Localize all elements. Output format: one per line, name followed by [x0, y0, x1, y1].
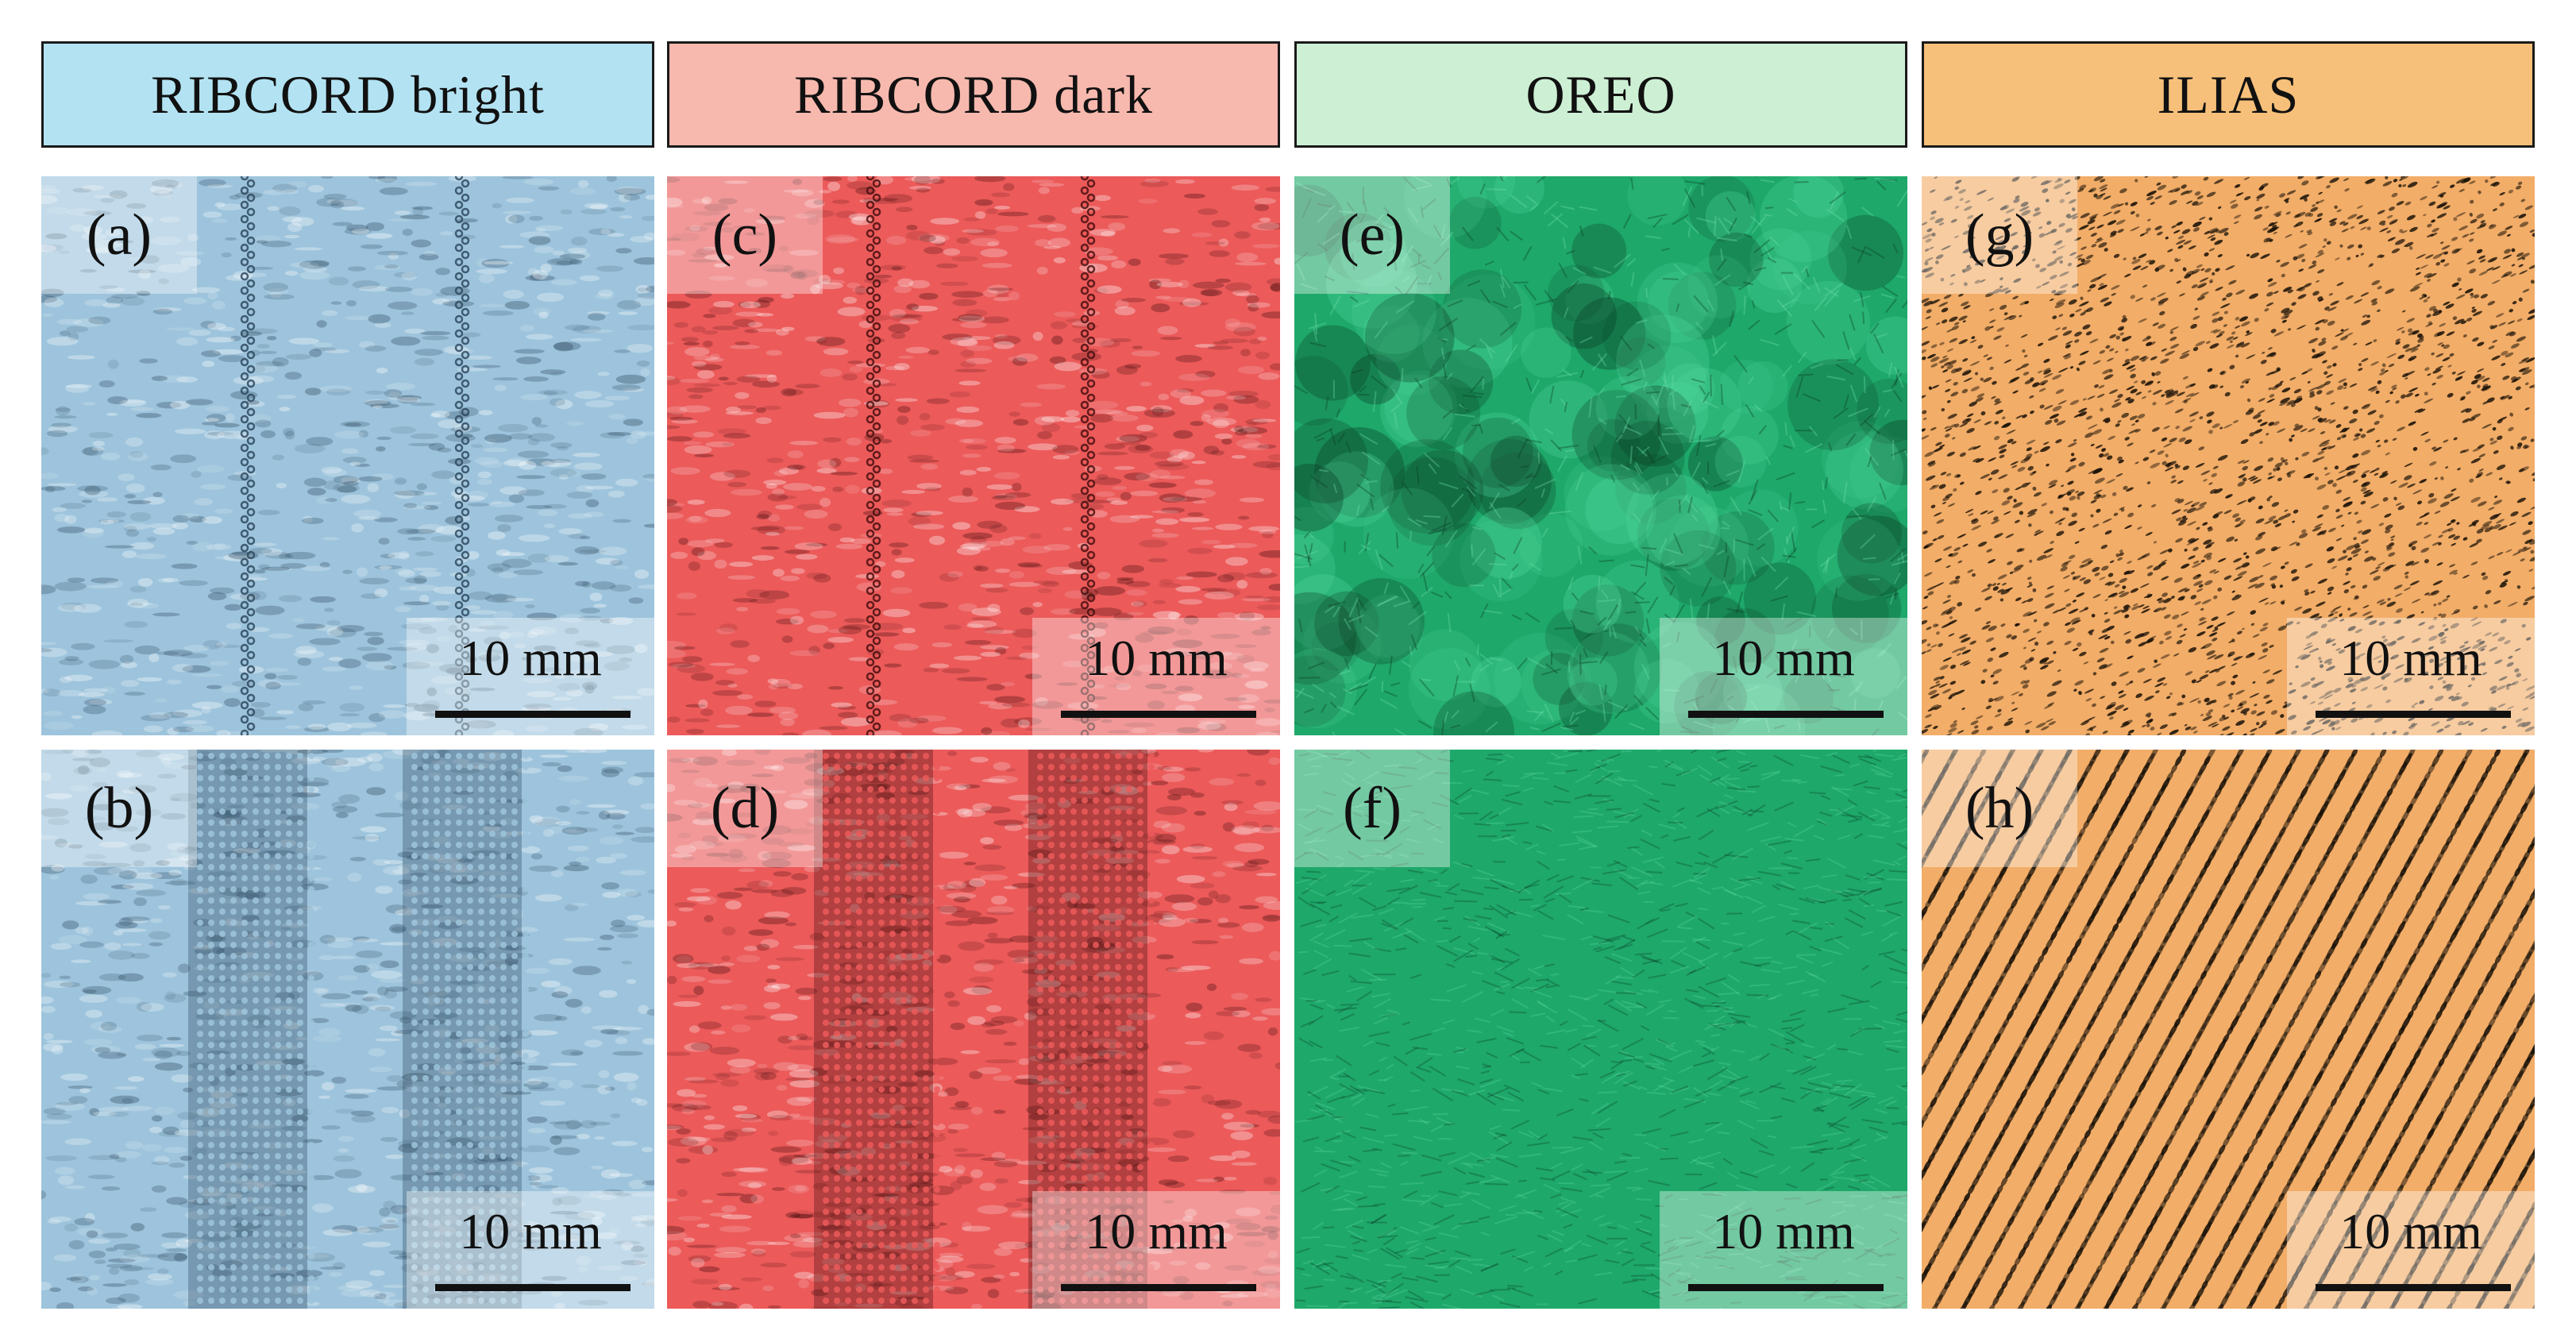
scale-bar-label: 10 mm	[1085, 1203, 1228, 1259]
scale-bar-label: 10 mm	[1712, 630, 1855, 686]
scale-bar-line	[1688, 711, 1884, 718]
header-ribcord-dark: RIBCORD dark	[667, 41, 1280, 148]
header-ilias: ILIAS	[1922, 41, 2535, 148]
scale-bar: 10 mm	[1660, 618, 1907, 735]
image-panel-d: (d) 10 mm	[667, 750, 1280, 1309]
scale-bar-line	[2316, 711, 2511, 718]
image-panel-b: (b) 10 mm	[41, 750, 654, 1309]
scale-bar: 10 mm	[407, 1191, 654, 1309]
scale-bar: 10 mm	[2287, 1191, 2535, 1309]
image-panel-h: (h) 10 mm	[1922, 750, 2535, 1309]
fabric-texture	[41, 750, 654, 1309]
fabric-texture	[41, 176, 654, 735]
header-ribcord-bright: RIBCORD bright	[41, 41, 654, 148]
panel-label: (h)	[1922, 750, 2077, 867]
fabric-texture	[1294, 750, 1907, 1309]
scale-bar: 10 mm	[1032, 618, 1280, 735]
panel-label: (e)	[1294, 176, 1450, 294]
scale-bar-label: 10 mm	[1712, 1203, 1855, 1259]
scale-bar: 10 mm	[1032, 1191, 1280, 1309]
panel-label: (g)	[1922, 176, 2077, 294]
header-oreo: OREO	[1294, 41, 1907, 148]
scale-bar: 10 mm	[407, 618, 654, 735]
panel-label: (d)	[667, 750, 823, 867]
scale-bar: 10 mm	[2287, 618, 2535, 735]
fabric-texture	[1294, 176, 1907, 735]
scale-bar-line	[1688, 1284, 1884, 1291]
panel-label: (b)	[41, 750, 197, 867]
scale-bar-line	[435, 711, 631, 718]
fabric-texture	[1922, 176, 2535, 735]
image-panel-a: (a) 10 mm	[41, 176, 654, 735]
image-panel-c: (c) 10 mm	[667, 176, 1280, 735]
fabric-texture	[1922, 750, 2535, 1309]
scale-bar-line	[1061, 1284, 1256, 1291]
panel-label: (a)	[41, 176, 197, 294]
scale-bar: 10 mm	[1660, 1191, 1907, 1309]
scale-bar-line	[435, 1284, 631, 1291]
image-panel-g: (g) 10 mm	[1922, 176, 2535, 735]
scale-bar-label: 10 mm	[2339, 1203, 2482, 1259]
fabric-texture	[667, 176, 1280, 735]
fabric-texture	[667, 750, 1280, 1309]
scale-bar-label: 10 mm	[459, 1203, 602, 1259]
scale-bar-line	[1061, 711, 1256, 718]
panel-label: (c)	[667, 176, 823, 294]
scale-bar-label: 10 mm	[1085, 630, 1228, 686]
scale-bar-label: 10 mm	[459, 630, 602, 686]
panel-label: (f)	[1294, 750, 1450, 867]
scale-bar-line	[2316, 1284, 2511, 1291]
image-panel-e: (e) 10 mm	[1294, 176, 1907, 735]
image-panel-f: (f) 10 mm	[1294, 750, 1907, 1309]
scale-bar-label: 10 mm	[2339, 630, 2482, 686]
